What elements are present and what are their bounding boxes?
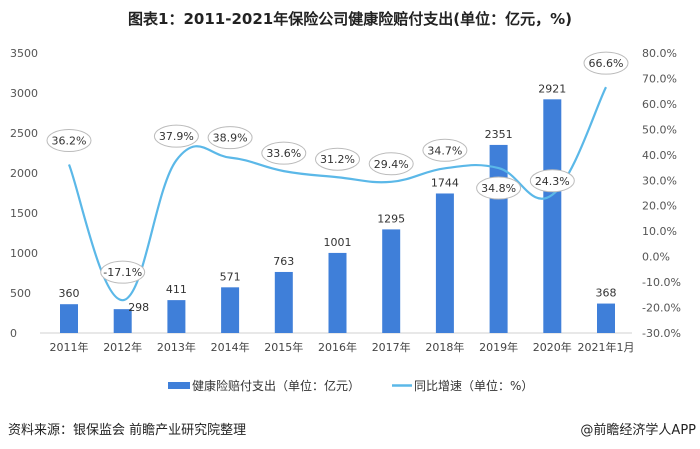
bar (489, 144, 508, 333)
line-label-bubble (315, 147, 360, 171)
left-tick-label: 2500 (10, 127, 38, 140)
x-tick-label: 2019年 (479, 340, 518, 354)
bar-value-label: 1295 (377, 212, 405, 225)
line-value-label: 34.8% (481, 182, 516, 195)
bar-value-label: 298 (128, 301, 149, 314)
line-value-label: 31.2% (320, 153, 355, 166)
bar (435, 193, 454, 333)
x-tick-label: 2016年 (318, 340, 357, 354)
bar-value-label: 2351 (485, 128, 513, 141)
x-tick-label: 2011年 (50, 340, 89, 354)
line-label-bubble (261, 141, 307, 165)
right-tick-label: 10.0% (642, 225, 677, 238)
line-label-bubble (100, 260, 146, 284)
right-tick-label: 70.0% (642, 72, 677, 85)
x-tick-label: 2013年 (157, 340, 196, 354)
right-tick-label: 50.0% (642, 123, 677, 136)
line-label-bubble (422, 138, 468, 162)
bar-value-label: 1001 (324, 236, 352, 249)
bar (113, 309, 132, 333)
bar-value-label: 1744 (431, 176, 459, 189)
line-label-bubble (368, 152, 414, 176)
bar-value-label: 2921 (538, 82, 566, 95)
bar (382, 229, 401, 333)
bar (543, 99, 562, 333)
line-label-bubble (529, 169, 575, 193)
left-tick-label: 3500 (10, 47, 38, 60)
line-value-label: 29.4% (374, 158, 409, 171)
line-value-label: 66.6% (589, 57, 624, 70)
legend-line-label: 同比增速（单位：%） (414, 378, 533, 393)
line-label-bubble (207, 126, 253, 150)
right-tick-label: 20.0% (642, 200, 677, 213)
legend-bar-label: 健康险赔付支出（单位：亿元） (192, 378, 360, 393)
line-value-label: 37.9% (159, 130, 194, 143)
source-note: 资料来源：银保监会 前瞻产业研究院整理 (8, 423, 247, 438)
x-tick-label: 2017年 (372, 340, 411, 354)
left-tick-label: 500 (10, 287, 31, 300)
line-value-label: 33.6% (266, 147, 301, 160)
legend-bar-swatch (168, 382, 190, 389)
left-tick-label: 1000 (10, 247, 38, 260)
line-label-bubble (46, 128, 92, 152)
line-value-label: -17.1% (103, 266, 142, 279)
chart-title: 图表1：2011-2021年保险公司健康险赔付支出(单位：亿元，%) (128, 10, 572, 28)
right-tick-label: 80.0% (642, 47, 677, 60)
bar-value-label: 368 (596, 287, 617, 300)
bar (597, 303, 615, 333)
right-tick-label: -10.0% (642, 276, 681, 289)
right-tick-label: 60.0% (642, 98, 677, 111)
x-tick-label: 2018年 (425, 340, 464, 354)
left-tick-label: 0 (10, 327, 17, 340)
line-value-label: 36.2% (52, 134, 87, 147)
left-tick-label: 1500 (10, 207, 38, 220)
right-tick-label: -20.0% (642, 302, 681, 315)
bar (221, 287, 240, 333)
line-label-bubble (153, 124, 199, 148)
line-label-bubble (476, 176, 522, 200)
x-tick-label: 2015年 (264, 340, 303, 354)
left-tick-label: 3000 (10, 87, 38, 100)
right-tick-label: 30.0% (642, 174, 677, 187)
line-label-bubble (583, 51, 629, 75)
line-value-label: 24.3% (535, 175, 570, 188)
bar-value-label: 411 (166, 283, 187, 296)
bar (60, 304, 78, 333)
right-tick-label: 0.0% (642, 251, 670, 264)
right-tick-label: 40.0% (642, 149, 677, 162)
right-tick-label: -30.0% (642, 327, 681, 340)
line-value-label: 38.9% (213, 132, 248, 145)
left-tick-label: 2000 (10, 167, 38, 180)
bar (328, 252, 347, 333)
bar (167, 300, 186, 333)
x-tick-label: 2020年 (533, 340, 572, 354)
bar-value-label: 763 (273, 255, 294, 268)
bar-value-label: 360 (59, 287, 80, 300)
x-tick-label: 2021年1月 (578, 340, 635, 354)
x-tick-label: 2012年 (103, 340, 142, 354)
line-value-label: 34.7% (427, 144, 462, 157)
bar-value-label: 571 (220, 270, 241, 283)
bar (274, 271, 293, 333)
x-tick-label: 2014年 (211, 340, 250, 354)
credit-note: @前瞻经济学人APP (580, 423, 696, 438)
